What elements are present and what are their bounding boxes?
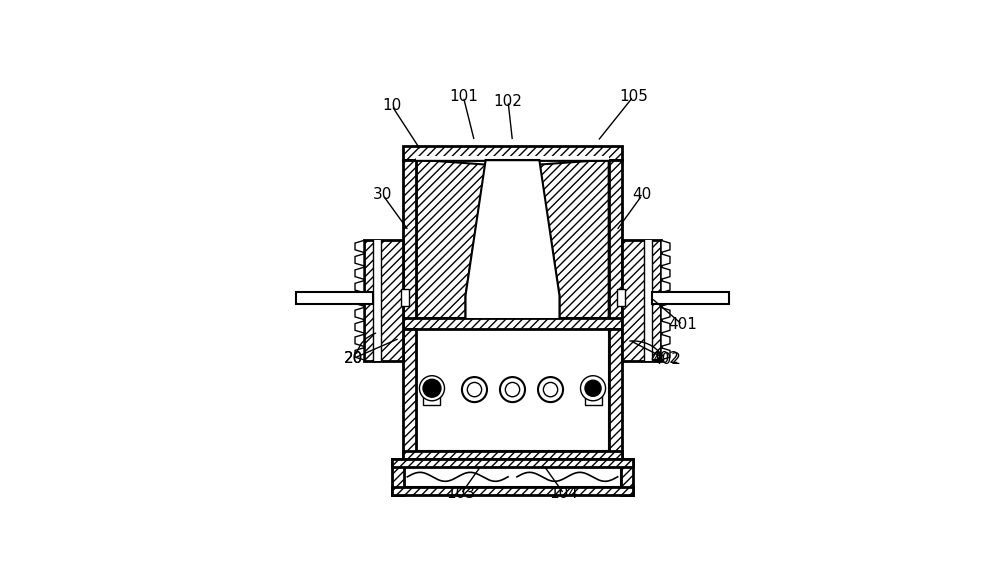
Bar xyxy=(403,318,622,329)
Text: 10: 10 xyxy=(382,98,401,113)
Bar xyxy=(423,381,440,406)
Bar xyxy=(403,146,622,160)
Text: 40: 40 xyxy=(633,188,652,203)
Bar xyxy=(652,292,729,304)
Text: 20: 20 xyxy=(344,351,363,366)
Circle shape xyxy=(581,376,606,401)
Polygon shape xyxy=(661,281,670,293)
Bar xyxy=(622,240,661,360)
Polygon shape xyxy=(539,160,609,318)
Bar xyxy=(392,459,404,495)
Bar xyxy=(392,487,633,495)
Polygon shape xyxy=(355,281,364,293)
Bar xyxy=(373,240,381,360)
Bar xyxy=(609,160,622,325)
Circle shape xyxy=(467,382,482,397)
Bar xyxy=(403,329,416,459)
Bar xyxy=(416,329,609,451)
Polygon shape xyxy=(466,160,559,318)
Bar xyxy=(609,329,622,459)
Bar xyxy=(296,292,373,304)
Bar xyxy=(403,451,622,459)
Text: 402: 402 xyxy=(652,352,681,367)
Bar xyxy=(404,459,621,487)
Circle shape xyxy=(543,382,558,397)
Bar xyxy=(621,459,633,495)
Text: 105: 105 xyxy=(619,89,648,104)
Text: 20: 20 xyxy=(344,351,363,366)
Polygon shape xyxy=(355,307,364,320)
Polygon shape xyxy=(661,334,670,346)
Polygon shape xyxy=(355,348,364,360)
Polygon shape xyxy=(355,321,364,333)
Polygon shape xyxy=(355,254,364,266)
Circle shape xyxy=(462,377,487,402)
Polygon shape xyxy=(661,294,670,306)
Text: 401: 401 xyxy=(668,317,697,332)
Polygon shape xyxy=(661,267,670,279)
Circle shape xyxy=(419,376,444,401)
Bar xyxy=(364,240,403,360)
Circle shape xyxy=(505,382,520,397)
Polygon shape xyxy=(661,321,670,333)
Circle shape xyxy=(538,377,563,402)
Polygon shape xyxy=(355,294,364,306)
Text: 402: 402 xyxy=(650,351,679,366)
Bar xyxy=(644,240,652,360)
Text: 103: 103 xyxy=(447,486,476,501)
Text: 104: 104 xyxy=(550,486,578,501)
Circle shape xyxy=(423,379,441,397)
Text: 102: 102 xyxy=(494,94,522,109)
Polygon shape xyxy=(355,334,364,346)
Circle shape xyxy=(500,377,525,402)
Bar xyxy=(585,381,602,406)
Circle shape xyxy=(424,380,440,396)
Polygon shape xyxy=(661,348,670,360)
Polygon shape xyxy=(661,254,670,266)
Bar xyxy=(403,160,416,325)
Bar xyxy=(617,289,625,306)
Text: 101: 101 xyxy=(449,89,478,104)
Bar xyxy=(401,289,409,306)
Polygon shape xyxy=(661,241,670,253)
Bar xyxy=(392,459,633,467)
Polygon shape xyxy=(355,241,364,253)
Polygon shape xyxy=(355,267,364,279)
Polygon shape xyxy=(661,307,670,320)
Circle shape xyxy=(585,380,601,396)
Polygon shape xyxy=(416,160,486,318)
Text: 30: 30 xyxy=(373,188,392,203)
Bar xyxy=(416,156,609,160)
